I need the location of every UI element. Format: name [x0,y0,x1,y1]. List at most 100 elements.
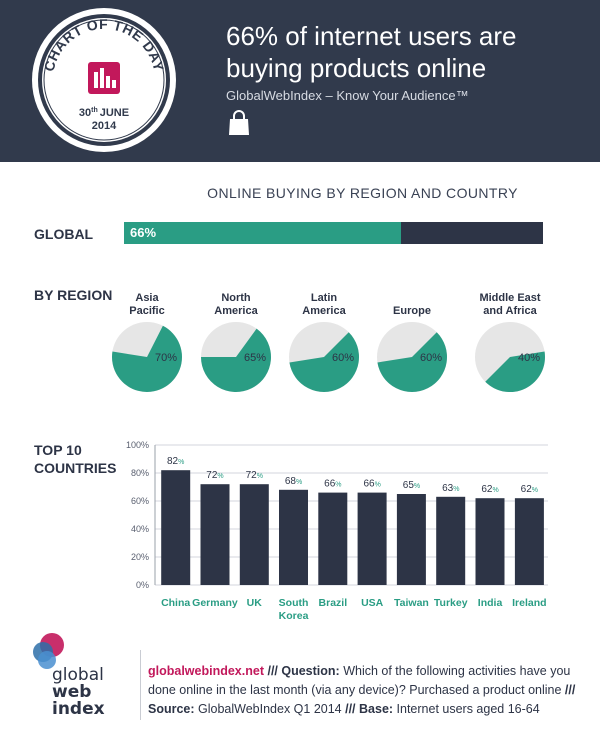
x-tick-label: USA [361,597,384,609]
bar [475,498,505,585]
base-label: Base: [359,702,394,716]
pie-value-label: 40% [518,352,540,364]
base-text: Internet users aged 16-64 [393,702,540,716]
region-name: Asia Pacific [107,284,187,318]
y-tick-label: 60% [131,496,149,506]
bar-value-label: 82% [167,456,184,467]
question-text: Which of the following activities have y… [148,664,571,697]
bar-value-label: 72% [246,470,263,481]
global-label: GLOBAL [34,226,94,242]
x-tick-label: South [279,597,309,609]
pie-value-label: 70% [155,352,177,364]
y-tick-label: 0% [136,580,149,590]
region-name-line-2: America [302,305,346,317]
region-3: Europe 60% [372,284,452,394]
pie-slice-value [111,325,182,392]
headline-line-2: buying products online [226,53,487,83]
bar-value-label: 66% [363,479,380,490]
section-title: ONLINE BUYING BY REGION AND COUNTRY [207,185,518,201]
region-name-line-1: Middle East [479,292,541,304]
region-name-line-2: America [214,305,258,317]
global-bar-fill [124,222,401,244]
bar-value-label: 62% [521,484,538,495]
region-name-line-2: and Africa [483,305,537,317]
region-name-line-1: Asia [135,292,159,304]
region-name-line-2: Europe [393,305,431,317]
x-tick-label: Brazil [319,597,348,609]
website-link[interactable]: globalwebindex.net [148,664,264,678]
bar [357,492,387,585]
bar-value-label: 62% [481,484,498,495]
region-pie: 65% [201,322,271,392]
separator: /// [264,664,282,678]
region-name-line-2: Pacific [129,305,165,317]
region-1: North America 65% [196,284,276,394]
question-label: Question: [281,664,340,678]
region-name: North America [196,284,276,318]
bar-value-label: 72% [206,470,223,481]
bar-value-label: 66% [324,479,341,490]
bar [396,494,426,585]
bar-value-label: 63% [442,483,459,494]
x-tick-label: Germany [192,597,238,609]
region-pie: 40% [475,322,546,393]
pie-value-label: 65% [244,352,266,364]
tagline: GlobalWebIndex – Know Your Audience™ [226,88,469,103]
region-0: Asia Pacific 70% [107,284,187,394]
x-tick-label-line-2: Korea [279,610,309,622]
region-4: Middle East and Africa 40% [470,284,550,394]
region-2: Latin America 60% [284,284,364,394]
region-name-line-1: North [221,292,251,304]
bar [239,484,269,585]
logo-word-index: index [52,699,105,719]
region-name: Europe [372,284,452,318]
logo-word-web: web [52,682,91,702]
bar-value-label: 68% [285,476,302,487]
region-name: Latin America [284,284,364,318]
x-tick-label: UK [247,597,263,609]
bar-chart-icon [88,62,120,94]
shopping-bag-icon [229,110,249,135]
pie-slice-value [289,332,359,392]
bar [436,496,466,585]
region-name: Middle East and Africa [470,284,550,318]
x-tick-label: Ireland [512,597,546,609]
top-countries-label-line-2: COUNTRIES [34,460,117,476]
global-value-label: 66% [130,225,157,240]
logo-word-global: global [52,665,104,685]
globalwebindex-logo: global web index [33,633,105,719]
footer-note: globalwebindex.net /// Question: Which o… [148,662,593,719]
chart-of-the-day-badge: CHART OF THE DAY 30th JUNE 2014 [32,8,176,152]
x-tick-label: India [478,597,503,609]
region-name-line-1: Latin [310,292,338,304]
pie-value-label: 60% [420,352,442,364]
headline-line-1: 66% of internet users are [226,21,517,51]
footer-divider [140,650,141,720]
bar-value-label: 65% [403,480,420,491]
badge-date: 30th JUNE [79,107,129,119]
bar [514,498,544,585]
page-title: 66% of internet users are buying product… [226,20,586,84]
separator: /// [561,683,576,697]
region-pie: 60% [289,322,359,392]
top-countries-bar-chart: 0% 20% 40% 60% 80% 100% 82% China 72% Germany 72% U… [126,440,548,622]
x-tick-label: China [161,597,190,609]
region-pie: 70% [111,322,182,392]
pie-slice-value [377,332,447,392]
source-label: Source: [148,702,195,716]
top-countries-label: TOP 10 COUNTRIES [34,441,116,477]
source-text: GlobalWebIndex Q1 2014 [194,702,346,716]
pie-slice-value [485,351,546,393]
bar [200,484,230,585]
y-tick-label: 100% [126,440,149,450]
bar [279,489,308,585]
separator: /// [345,702,360,716]
y-tick-label: 20% [131,552,149,562]
top-countries-label-line-1: TOP 10 [34,442,82,458]
bar [161,470,191,585]
bar [318,492,348,585]
header-banner: CHART OF THE DAY 30th JUNE 2014 66% of in… [0,0,600,162]
y-tick-label: 40% [131,524,149,534]
region-pie: 60% [377,322,447,392]
global-bar-track: 66% [124,222,543,244]
